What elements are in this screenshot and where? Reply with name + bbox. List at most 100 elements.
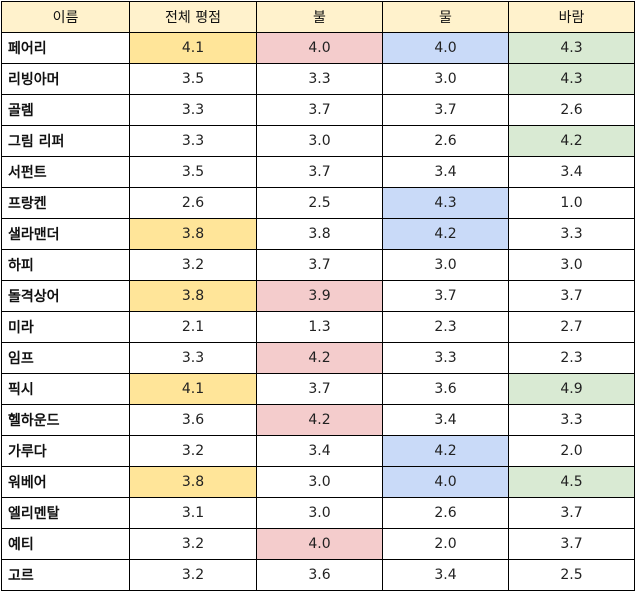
water-cell[interactable]: 3.6 [382,373,509,405]
wind-cell[interactable]: 3.3 [508,218,635,250]
fire-cell[interactable]: 3.3 [256,63,383,95]
overall-rating-cell[interactable]: 3.3 [129,94,257,126]
water-cell[interactable]: 2.3 [382,311,509,343]
name-cell[interactable]: 그림 리퍼 [1,125,130,157]
name-cell[interactable]: 미라 [1,311,130,343]
overall-rating-cell[interactable]: 2.6 [129,187,257,219]
water-cell[interactable]: 3.0 [382,249,509,281]
fire-cell[interactable]: 3.9 [256,280,383,312]
wind-cell[interactable]: 2.6 [508,94,635,126]
water-cell[interactable]: 4.2 [382,218,509,250]
table-row: 서펀트 3.5 3.7 3.4 3.4 [1,156,635,188]
name-cell[interactable]: 가루다 [1,435,130,467]
table-row: 하피 3.2 3.7 3.0 3.0 [1,249,635,281]
name-cell[interactable]: 하피 [1,249,130,281]
header-water[interactable]: 물 [382,1,509,33]
header-wind[interactable]: 바람 [508,1,635,33]
wind-cell[interactable]: 3.3 [508,404,635,436]
overall-rating-cell[interactable]: 3.8 [129,280,257,312]
water-cell[interactable]: 4.0 [382,466,509,498]
table-row: 고르 3.2 3.6 3.4 2.5 [1,559,635,591]
overall-rating-cell[interactable]: 4.1 [129,373,257,405]
fire-cell[interactable]: 4.0 [256,528,383,560]
fire-cell[interactable]: 3.7 [256,156,383,188]
wind-cell[interactable]: 2.5 [508,559,635,591]
header-overall-rating[interactable]: 전체 평점 [129,1,257,33]
overall-rating-cell[interactable]: 3.3 [129,125,257,157]
overall-rating-cell[interactable]: 3.2 [129,528,257,560]
name-cell[interactable]: 서펀트 [1,156,130,188]
name-cell[interactable]: 엘리멘탈 [1,497,130,529]
name-cell[interactable]: 헬하운드 [1,404,130,436]
name-cell[interactable]: 임프 [1,342,130,374]
wind-cell[interactable]: 3.7 [508,528,635,560]
wind-cell[interactable]: 4.9 [508,373,635,405]
water-cell[interactable]: 3.0 [382,63,509,95]
fire-cell[interactable]: 3.4 [256,435,383,467]
water-cell[interactable]: 2.6 [382,497,509,529]
wind-cell[interactable]: 3.7 [508,280,635,312]
overall-rating-cell[interactable]: 3.2 [129,435,257,467]
fire-cell[interactable]: 3.0 [256,125,383,157]
water-cell[interactable]: 4.0 [382,32,509,64]
wind-cell[interactable]: 3.0 [508,249,635,281]
name-cell[interactable]: 고르 [1,559,130,591]
fire-cell[interactable]: 4.2 [256,342,383,374]
name-cell[interactable]: 골렘 [1,94,130,126]
overall-rating-cell[interactable]: 3.8 [129,218,257,250]
water-cell[interactable]: 4.3 [382,187,509,219]
name-cell[interactable]: 리빙아머 [1,63,130,95]
wind-cell[interactable]: 4.2 [508,125,635,157]
name-cell[interactable]: 프랑켄 [1,187,130,219]
water-cell[interactable]: 3.3 [382,342,509,374]
name-cell[interactable]: 워베어 [1,466,130,498]
wind-cell[interactable]: 2.0 [508,435,635,467]
wind-cell[interactable]: 4.5 [508,466,635,498]
wind-cell[interactable]: 4.3 [508,32,635,64]
wind-cell[interactable]: 2.3 [508,342,635,374]
name-cell[interactable]: 돌격상어 [1,280,130,312]
name-cell[interactable]: 픽시 [1,373,130,405]
overall-rating-cell[interactable]: 3.2 [129,559,257,591]
overall-rating-cell[interactable]: 3.8 [129,466,257,498]
fire-cell[interactable]: 3.0 [256,466,383,498]
overall-rating-cell[interactable]: 3.1 [129,497,257,529]
wind-cell[interactable]: 2.7 [508,311,635,343]
table-row: 골렘 3.3 3.7 3.7 2.6 [1,94,635,126]
overall-rating-cell[interactable]: 3.5 [129,156,257,188]
header-row: 이름 전체 평점 불 물 바람 [1,1,635,33]
fire-cell[interactable]: 3.7 [256,249,383,281]
fire-cell[interactable]: 1.3 [256,311,383,343]
overall-rating-cell[interactable]: 4.1 [129,32,257,64]
fire-cell[interactable]: 4.2 [256,404,383,436]
wind-cell[interactable]: 1.0 [508,187,635,219]
fire-cell[interactable]: 3.6 [256,559,383,591]
fire-cell[interactable]: 3.7 [256,373,383,405]
water-cell[interactable]: 2.6 [382,125,509,157]
overall-rating-cell[interactable]: 3.5 [129,63,257,95]
name-cell[interactable]: 샐라맨더 [1,218,130,250]
water-cell[interactable]: 3.4 [382,156,509,188]
wind-cell[interactable]: 3.7 [508,497,635,529]
name-cell[interactable]: 페어리 [1,32,130,64]
wind-cell[interactable]: 4.3 [508,63,635,95]
header-name[interactable]: 이름 [1,1,130,33]
fire-cell[interactable]: 2.5 [256,187,383,219]
fire-cell[interactable]: 3.7 [256,94,383,126]
fire-cell[interactable]: 3.0 [256,497,383,529]
water-cell[interactable]: 2.0 [382,528,509,560]
water-cell[interactable]: 3.4 [382,559,509,591]
water-cell[interactable]: 3.7 [382,94,509,126]
overall-rating-cell[interactable]: 3.3 [129,342,257,374]
header-fire[interactable]: 불 [256,1,383,33]
overall-rating-cell[interactable]: 3.6 [129,404,257,436]
fire-cell[interactable]: 4.0 [256,32,383,64]
water-cell[interactable]: 3.4 [382,404,509,436]
name-cell[interactable]: 예티 [1,528,130,560]
overall-rating-cell[interactable]: 3.2 [129,249,257,281]
water-cell[interactable]: 4.2 [382,435,509,467]
wind-cell[interactable]: 3.4 [508,156,635,188]
overall-rating-cell[interactable]: 2.1 [129,311,257,343]
water-cell[interactable]: 3.7 [382,280,509,312]
fire-cell[interactable]: 3.8 [256,218,383,250]
